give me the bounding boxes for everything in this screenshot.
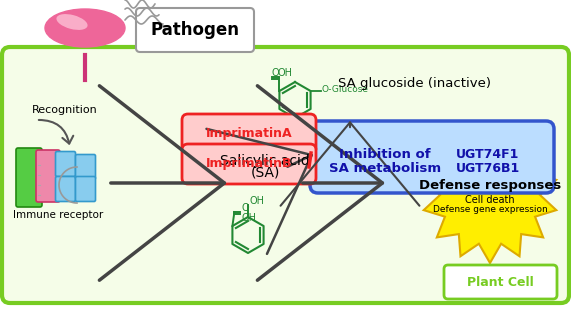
FancyBboxPatch shape <box>36 150 60 202</box>
Text: Cell death: Cell death <box>465 195 515 205</box>
FancyBboxPatch shape <box>16 148 42 207</box>
Ellipse shape <box>45 9 125 47</box>
Text: Recognition: Recognition <box>32 105 98 115</box>
Polygon shape <box>424 127 556 263</box>
FancyBboxPatch shape <box>136 8 254 52</box>
Text: Plant Cell: Plant Cell <box>467 276 533 289</box>
FancyBboxPatch shape <box>75 154 95 180</box>
FancyBboxPatch shape <box>2 47 569 303</box>
Text: O: O <box>242 203 249 213</box>
Text: OH: OH <box>242 213 256 223</box>
FancyBboxPatch shape <box>55 151 75 176</box>
FancyBboxPatch shape <box>310 121 554 193</box>
Text: SA metabolism: SA metabolism <box>329 162 441 175</box>
Text: UGT74F1: UGT74F1 <box>456 149 520 162</box>
Text: Inhibition of: Inhibition of <box>339 149 431 162</box>
Text: Pathogen: Pathogen <box>151 21 239 39</box>
Text: Defense gene expression: Defense gene expression <box>433 205 548 214</box>
Text: Immune receptor: Immune receptor <box>13 210 103 220</box>
FancyBboxPatch shape <box>182 114 316 154</box>
Text: UGT76B1: UGT76B1 <box>456 162 520 175</box>
Text: ImprimatinB: ImprimatinB <box>206 158 292 171</box>
FancyBboxPatch shape <box>55 176 75 201</box>
FancyBboxPatch shape <box>444 265 557 299</box>
Text: OH: OH <box>250 196 265 206</box>
Text: O-Glucose: O-Glucose <box>321 84 369 94</box>
Text: ImprimatinA: ImprimatinA <box>206 128 292 141</box>
Text: Salicylic acid: Salicylic acid <box>220 154 310 168</box>
Text: O: O <box>271 68 279 78</box>
Text: (SA): (SA) <box>250 166 280 180</box>
Text: Defense responses: Defense responses <box>419 179 561 192</box>
Text: SA glucoside (inactive): SA glucoside (inactive) <box>339 77 492 90</box>
Ellipse shape <box>57 14 87 30</box>
FancyBboxPatch shape <box>182 144 316 184</box>
FancyArrowPatch shape <box>39 120 73 144</box>
FancyBboxPatch shape <box>75 176 95 201</box>
Text: OH: OH <box>278 68 292 78</box>
